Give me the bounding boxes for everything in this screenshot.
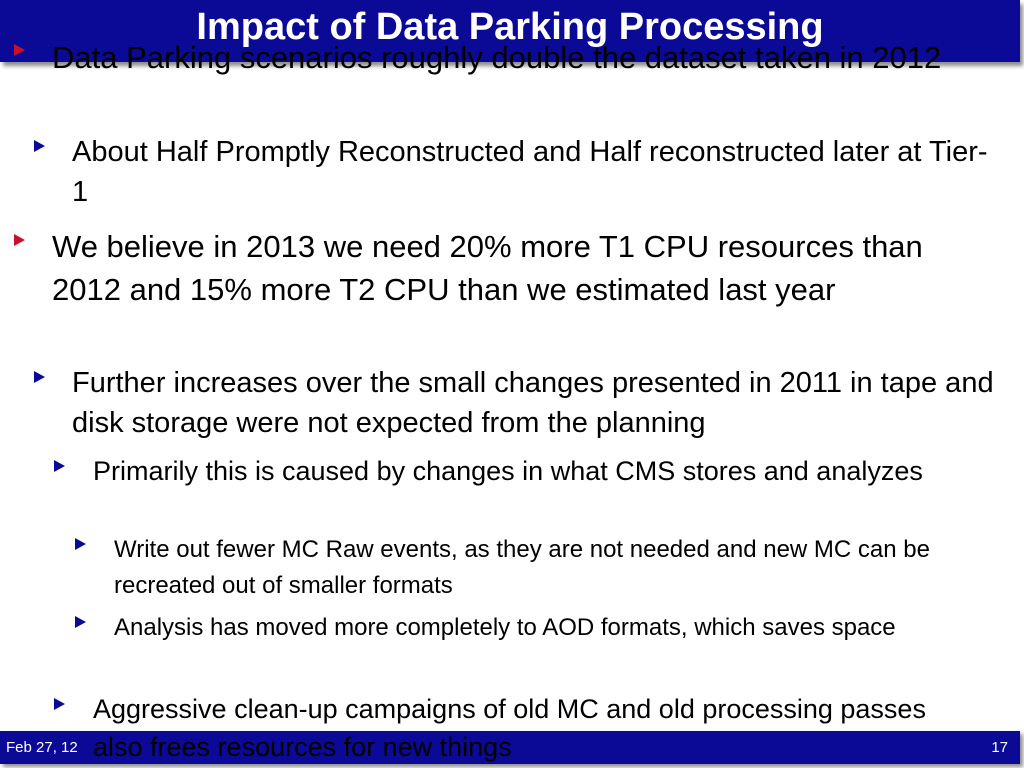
bullet-arrow-icon (54, 460, 65, 472)
title-bar (0, 0, 1020, 62)
bullet-text: Write out fewer MC Raw events, as they a… (114, 536, 930, 599)
footer-bar (0, 731, 1020, 764)
bullet-arrow-icon (34, 140, 45, 152)
bullet-text: We believe in 2013 we need 20% more T1 C… (52, 229, 923, 307)
bullet-arrow-icon (34, 371, 45, 383)
footer-date: Feb 27, 12 (6, 739, 78, 756)
bullet-text: Primarily this is caused by changes in w… (93, 456, 923, 486)
page-number: 17 (991, 739, 1008, 756)
bullet-text: About Half Promptly Reconstructed and Ha… (72, 136, 988, 208)
bullet-arrow-icon (75, 616, 86, 628)
slide-title: Impact of Data Parking Processing (196, 6, 824, 48)
bullet-arrow-icon (14, 44, 25, 56)
bullet-text: Aggressive clean-up campaigns of old MC … (93, 694, 926, 762)
bullet-text: Data Parking scenarios roughly double th… (52, 40, 942, 75)
bullet-text: Further increases over the small changes… (72, 367, 994, 439)
bullet-arrow-icon (54, 698, 65, 710)
bullet-arrow-icon (14, 234, 25, 246)
bullet-text: Analysis has moved more completely to AO… (114, 614, 896, 641)
bullet-arrow-icon (75, 538, 86, 550)
